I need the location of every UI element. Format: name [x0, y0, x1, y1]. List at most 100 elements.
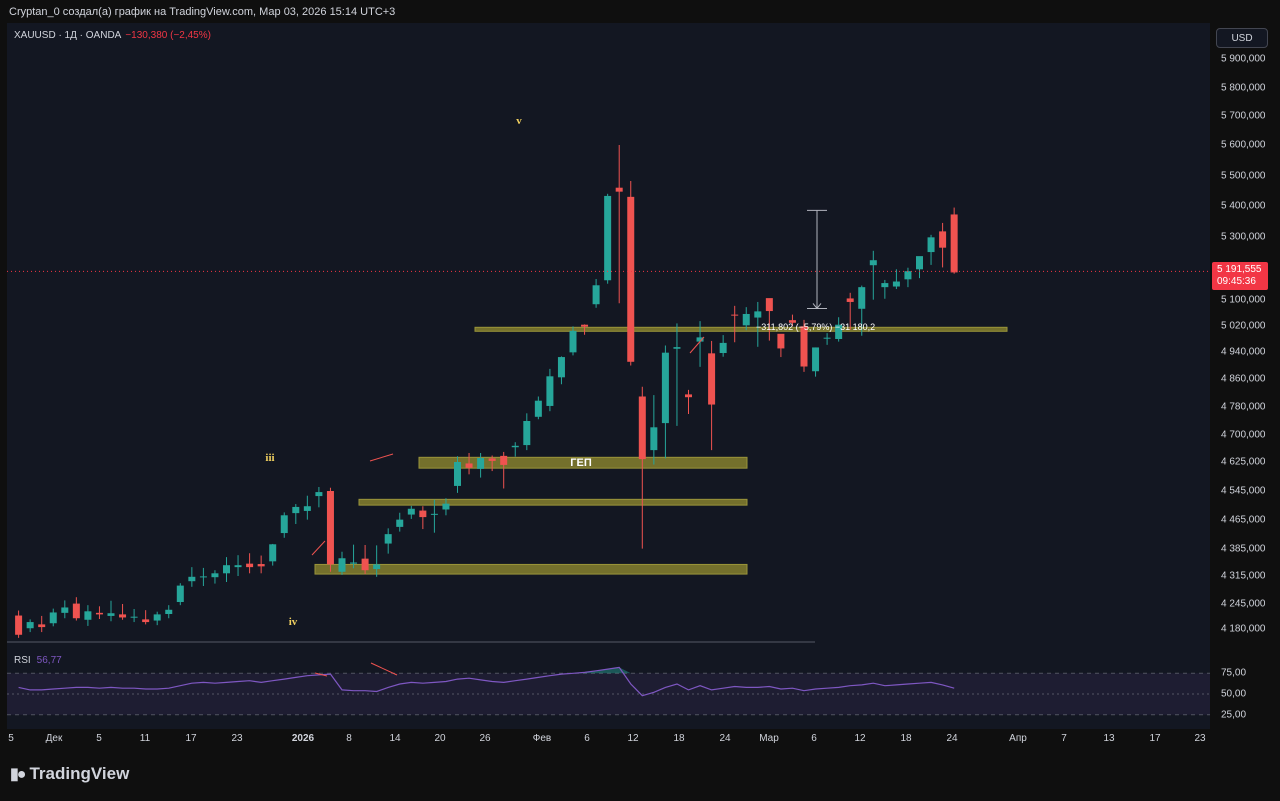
candle-body	[442, 503, 450, 510]
candle-body	[673, 347, 681, 349]
candle-body	[500, 455, 508, 465]
candle-body	[142, 619, 150, 623]
candle-body	[869, 260, 877, 266]
price-axis-label: 5 020,000	[1221, 320, 1266, 332]
time-axis-label: 7	[1061, 733, 1067, 744]
wave-label: iii	[265, 452, 274, 464]
time-axis[interactable]: 5 Дек 5 11 17 23 2026 8 14 20 26 Фев 6 12 18 24 Мар 6 12 18…	[7, 729, 1210, 749]
candle-body	[892, 281, 900, 287]
candle	[176, 583, 184, 606]
candle	[373, 545, 381, 577]
candle	[904, 267, 912, 288]
support-zone	[474, 326, 1008, 332]
support-zone	[418, 456, 748, 469]
candle	[477, 453, 485, 478]
price-axis[interactable]: 5 900,000 5 800,000 5 700,000 5 600,000 5 50…	[1211, 23, 1280, 729]
candle	[454, 456, 461, 493]
candle-body	[269, 544, 277, 562]
trend-line	[369, 453, 394, 462]
candle	[396, 512, 404, 532]
time-axis-label: 8	[346, 733, 352, 744]
currency-button[interactable]: USD	[1216, 28, 1268, 48]
candle-body	[338, 558, 346, 572]
candle	[638, 386, 646, 549]
price-axis-label: 4 315,000	[1221, 570, 1266, 582]
candle-body	[165, 609, 173, 614]
symbol-change: −130,380 (−2,45%)	[125, 30, 211, 41]
last-price-value: 5 191,555	[1217, 264, 1262, 275]
candle	[407, 505, 415, 519]
price-axis-label: 5 900,000	[1221, 53, 1266, 65]
candle	[84, 605, 92, 626]
candle	[650, 395, 658, 465]
candle-body	[835, 324, 843, 339]
symbol-legend: XAUUSD · 1Д · OANDA −130,380 (−2,45%)	[14, 30, 211, 41]
candle	[812, 347, 820, 377]
time-axis-label: Мар	[759, 733, 779, 744]
gap-label: ГЕП	[570, 457, 592, 469]
time-axis-label: Фев	[532, 733, 552, 744]
price-axis-label: 4 625,000	[1221, 456, 1266, 468]
candle-body	[765, 298, 773, 312]
candle	[823, 333, 831, 345]
candle-body	[188, 576, 196, 582]
candle	[361, 545, 369, 575]
candle-body	[846, 298, 854, 302]
tradingview-logo-text: TradingView	[29, 764, 130, 783]
candle-body	[800, 326, 808, 367]
rsi-pane[interactable]	[7, 643, 1210, 729]
candle	[61, 600, 69, 619]
time-axis-label: 13	[1103, 733, 1115, 744]
candle	[326, 487, 334, 572]
price-axis-label: 4 780,000	[1221, 401, 1266, 413]
candle	[142, 610, 150, 625]
time-axis-label: 11	[139, 733, 151, 744]
measure-arrow-icon	[812, 303, 822, 310]
price-axis-label: 4 180,000	[1221, 623, 1266, 635]
candle	[557, 356, 565, 385]
candle	[939, 222, 947, 268]
rsi-overbought-fill	[18, 667, 955, 674]
candle-body	[430, 513, 438, 515]
candle-body	[84, 611, 92, 620]
candle-body	[199, 576, 207, 578]
price-axis-label: 5 800,000	[1221, 82, 1266, 94]
candle	[165, 605, 173, 619]
candle	[858, 285, 866, 336]
candle-body	[396, 519, 404, 527]
rsi-axis-label: 75,00	[1221, 667, 1247, 679]
price-axis-label: 5 600,000	[1221, 139, 1266, 151]
candle-body	[523, 421, 531, 446]
time-axis-label: 18	[673, 733, 685, 744]
candle-body	[719, 342, 727, 354]
support-zone	[314, 563, 748, 575]
time-axis-label: 12	[627, 733, 639, 744]
candle-body	[881, 283, 889, 288]
candle-body	[615, 187, 623, 192]
time-axis-label: 2026	[291, 733, 315, 744]
time-axis-label: Дек	[45, 733, 63, 744]
time-axis-label: 26	[479, 733, 491, 744]
candle	[592, 279, 600, 308]
candle	[788, 314, 796, 327]
candle	[465, 453, 473, 475]
candle	[257, 555, 265, 574]
candle-body	[373, 564, 381, 570]
candle	[569, 326, 577, 356]
tradingview-logo[interactable]: ▮● TradingView	[10, 764, 129, 784]
measure-label: −311,802 (−5,79%) −31 180,2	[756, 322, 875, 332]
candle	[892, 269, 900, 290]
rsi-line	[18, 666, 955, 697]
price-pane[interactable]: −311,802 (−5,79%) −31 180,2 ГЕП v iii iv	[7, 23, 1210, 643]
time-axis-label: 12	[854, 733, 866, 744]
candle-body	[72, 603, 80, 619]
candle	[211, 570, 219, 584]
last-price-countdown: 09:45:36	[1217, 276, 1256, 287]
candle-body	[49, 612, 57, 624]
candle	[534, 396, 542, 420]
price-axis-label: 5 500,000	[1221, 170, 1266, 181]
candle	[280, 512, 288, 538]
price-axis-label: 4 245,000	[1221, 598, 1266, 610]
chart-frame[interactable]: −311,802 (−5,79%) −31 180,2 ГЕП v iii iv	[7, 23, 1210, 729]
candle	[130, 609, 138, 623]
